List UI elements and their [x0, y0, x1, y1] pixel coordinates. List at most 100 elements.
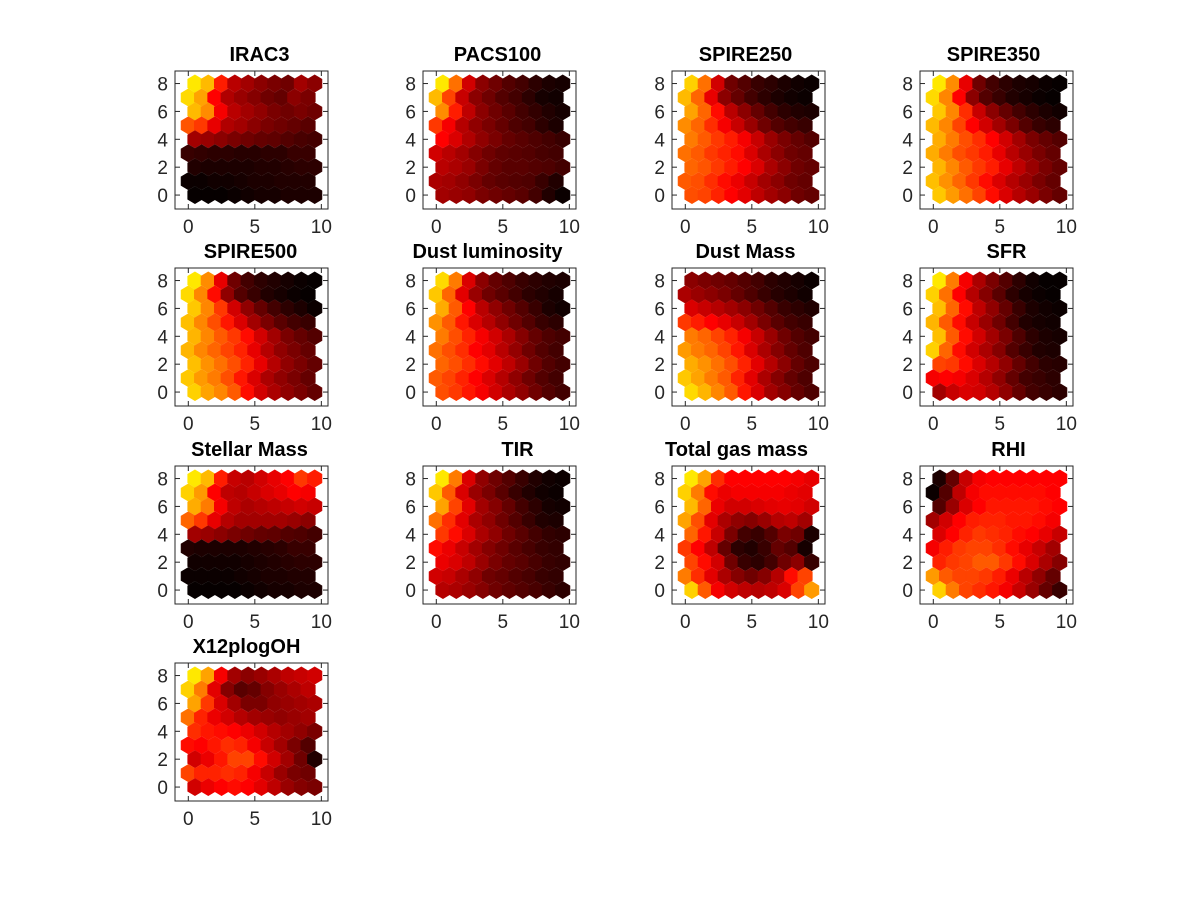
- hex-cell: [300, 172, 316, 191]
- x-tick-label: 5: [995, 217, 1006, 238]
- panel-9: 0 5 10 0 2 4 6 8 Stellar Mass: [157, 439, 331, 633]
- hex-cell: [300, 736, 316, 755]
- hex-cells: [180, 271, 323, 402]
- hex-cells: [677, 271, 820, 402]
- x-tick-label: 0: [928, 612, 939, 633]
- y-tick-label: 6: [902, 299, 913, 320]
- hex-cell: [300, 341, 316, 360]
- y-tick-label: 6: [157, 497, 168, 518]
- hex-cell: [804, 581, 820, 600]
- panel-7: 0 5 10 0 2 4 6 8 Dust Mass: [654, 241, 828, 435]
- y-tick-label: 4: [157, 327, 168, 348]
- y-tick-label: 4: [902, 327, 913, 348]
- y-tick-label: 2: [902, 553, 913, 574]
- hex-cell: [1045, 511, 1061, 530]
- x-tick-label: 0: [431, 414, 442, 435]
- y-tick-label: 0: [654, 383, 665, 404]
- panel-title: SPIRE250: [699, 44, 792, 66]
- hex-cell: [307, 355, 323, 374]
- hex-cell: [1052, 553, 1068, 572]
- hex-cell: [797, 285, 813, 304]
- y-tick-label: 0: [157, 581, 168, 602]
- hex-cell: [797, 116, 813, 135]
- x-tick-label: 5: [250, 217, 261, 238]
- y-tick-label: 6: [405, 299, 416, 320]
- x-tick-label: 10: [559, 414, 580, 435]
- hex-cell: [555, 102, 571, 121]
- y-tick-label: 0: [654, 186, 665, 207]
- hex-cell: [1052, 271, 1068, 290]
- hex-cell: [555, 581, 571, 600]
- y-tick-label: 8: [405, 470, 416, 491]
- y-tick-label: 6: [902, 102, 913, 123]
- y-tick-label: 2: [157, 553, 168, 574]
- hex-cell: [797, 539, 813, 558]
- hex-cell: [307, 778, 323, 797]
- x-tick-label: 10: [311, 217, 332, 238]
- panel-title: SFR: [987, 241, 1028, 263]
- y-tick-label: 8: [654, 75, 665, 96]
- hex-cell: [1045, 116, 1061, 135]
- hex-cells: [925, 469, 1068, 600]
- y-tick-label: 2: [157, 355, 168, 376]
- x-tick-label: 5: [250, 612, 261, 633]
- x-tick-label: 5: [498, 612, 509, 633]
- x-tick-label: 10: [559, 217, 580, 238]
- hex-cell: [555, 525, 571, 544]
- hex-cell: [300, 567, 316, 586]
- hex-cell: [1045, 88, 1061, 107]
- hex-cell: [548, 567, 564, 586]
- y-tick-label: 2: [654, 158, 665, 179]
- y-tick-label: 0: [405, 581, 416, 602]
- hex-cell: [307, 525, 323, 544]
- hex-cell: [555, 469, 571, 488]
- x-tick-label: 10: [808, 414, 829, 435]
- x-tick-label: 10: [559, 612, 580, 633]
- hex-cells: [428, 271, 571, 402]
- y-tick-label: 0: [405, 186, 416, 207]
- hex-cell: [555, 497, 571, 516]
- panel-title: Total gas mass: [665, 439, 808, 461]
- y-tick-label: 2: [654, 553, 665, 574]
- panel-title: IRAC3: [229, 44, 289, 66]
- hex-cell: [1052, 158, 1068, 177]
- x-tick-label: 10: [1056, 612, 1077, 633]
- hex-cell: [797, 483, 813, 502]
- y-tick-label: 8: [902, 75, 913, 96]
- hex-cell: [555, 130, 571, 149]
- hex-cell: [555, 74, 571, 93]
- hex-cell: [307, 74, 323, 93]
- x-tick-label: 0: [928, 217, 939, 238]
- hex-cell: [797, 172, 813, 191]
- panel-title: SPIRE350: [947, 44, 1040, 66]
- y-tick-label: 4: [654, 327, 665, 348]
- y-tick-label: 8: [654, 470, 665, 491]
- hex-cell: [555, 383, 571, 402]
- hex-cell: [307, 497, 323, 516]
- x-tick-label: 5: [250, 414, 261, 435]
- y-tick-label: 0: [157, 778, 168, 799]
- hex-cell: [1052, 186, 1068, 205]
- hex-cell: [307, 666, 323, 685]
- y-tick-label: 4: [654, 130, 665, 151]
- x-tick-label: 0: [680, 612, 691, 633]
- hex-cell: [307, 102, 323, 121]
- panel-12: 0 5 10 0 2 4 6 8 RHI: [902, 439, 1076, 633]
- hex-cell: [797, 88, 813, 107]
- hex-cell: [307, 158, 323, 177]
- x-tick-label: 0: [431, 612, 442, 633]
- hex-cell: [548, 144, 564, 163]
- y-tick-label: 2: [157, 750, 168, 771]
- hex-cell: [804, 497, 820, 516]
- x-tick-label: 5: [995, 414, 1006, 435]
- hex-cell: [804, 130, 820, 149]
- hex-cell: [804, 553, 820, 572]
- y-tick-label: 2: [902, 158, 913, 179]
- panel-title: TIR: [501, 439, 534, 461]
- hex-cell: [555, 327, 571, 346]
- hex-cell: [300, 369, 316, 388]
- x-tick-label: 0: [680, 217, 691, 238]
- hex-cell: [804, 158, 820, 177]
